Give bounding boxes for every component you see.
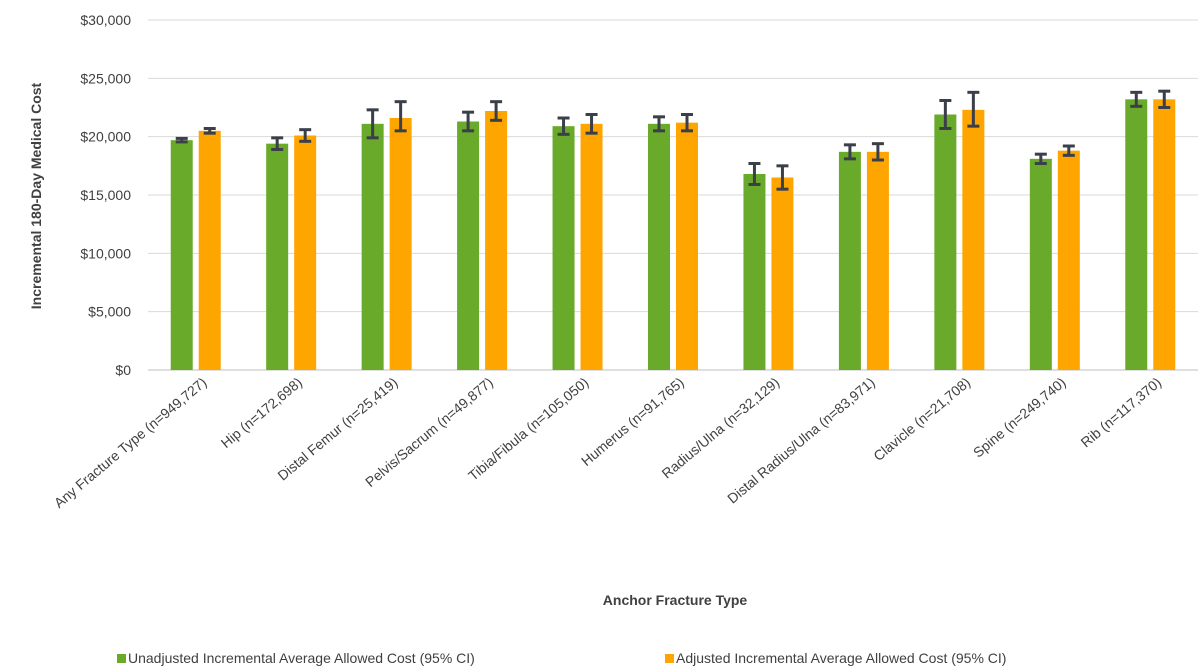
x-tick-label: Humerus (n=91,765) bbox=[578, 374, 687, 469]
error-bar bbox=[871, 142, 884, 162]
bar-adjusted bbox=[389, 118, 412, 370]
bar-adjusted bbox=[676, 122, 698, 371]
bar-adjusted bbox=[1057, 150, 1080, 370]
bar-unadjusted bbox=[552, 126, 575, 371]
y-tick-label: $10,000 bbox=[80, 245, 131, 261]
legend-swatch-unadjusted bbox=[117, 653, 126, 663]
bar-unadjusted bbox=[934, 114, 957, 370]
bar-adjusted bbox=[962, 109, 985, 370]
error-bar bbox=[462, 110, 475, 133]
bar-adjusted bbox=[866, 151, 889, 370]
bar-unadjusted bbox=[170, 140, 193, 370]
y-tick-label: $5,000 bbox=[88, 304, 131, 320]
bar-unadjusted bbox=[648, 123, 670, 370]
x-axis-tick-labels: Any Fracture Type (n=949,727) Hip (n=172,… bbox=[51, 374, 1164, 511]
bar-unadjusted bbox=[266, 143, 289, 370]
x-axis-title: Anchor Fracture Type bbox=[603, 592, 748, 608]
error-bar bbox=[776, 164, 789, 191]
bar-unadjusted bbox=[743, 174, 766, 370]
y-tick-label: $30,000 bbox=[80, 12, 131, 28]
bar-adjusted bbox=[485, 111, 508, 370]
error-bar bbox=[585, 113, 598, 135]
y-axis-title: Incremental 180-Day Medical Cost bbox=[28, 82, 44, 309]
error-bar bbox=[653, 115, 665, 133]
bar-adjusted bbox=[198, 130, 221, 370]
error-bar bbox=[1130, 90, 1143, 108]
x-tick-label: Hip (n=172,698) bbox=[218, 374, 305, 451]
error-bar bbox=[299, 128, 312, 143]
grid-lines bbox=[148, 19, 1198, 371]
error-bar bbox=[366, 108, 379, 140]
y-tick-label: $20,000 bbox=[80, 129, 131, 145]
x-tick-label: Spine (n=249,740) bbox=[970, 374, 1069, 461]
bar-unadjusted bbox=[457, 121, 480, 370]
bar-unadjusted bbox=[1029, 158, 1052, 370]
error-bar bbox=[175, 136, 188, 144]
y-tick-label: $15,000 bbox=[80, 187, 131, 203]
error-bar bbox=[1034, 152, 1047, 165]
error-bar bbox=[843, 143, 856, 161]
error-bar bbox=[748, 162, 761, 186]
bar-adjusted bbox=[294, 135, 317, 370]
legend-swatch-adjusted bbox=[665, 653, 674, 663]
x-tick-label: Any Fracture Type (n=949,727) bbox=[51, 374, 210, 511]
legend-item-adjusted: Adjusted Incremental Average Allowed Cos… bbox=[665, 650, 1006, 666]
bar-unadjusted bbox=[838, 151, 861, 370]
error-bar bbox=[490, 100, 503, 122]
x-tick-label: Rib (n=117,370) bbox=[1078, 374, 1165, 450]
legend-label-adjusted: Adjusted Incremental Average Allowed Cos… bbox=[676, 650, 1007, 666]
error-bars bbox=[175, 89, 1171, 191]
error-bar bbox=[681, 113, 693, 133]
bar-adjusted bbox=[771, 177, 794, 370]
error-bar bbox=[967, 90, 980, 128]
error-bar bbox=[271, 136, 284, 151]
bar-unadjusted bbox=[1125, 99, 1148, 370]
legend-item-unadjusted: Unadjusted Incremental Average Allowed C… bbox=[117, 650, 475, 666]
y-tick-label: $0 bbox=[115, 362, 131, 378]
y-axis-tick-labels: $0 $5,000 $10,000 $15,000 $20,000 $25,000 $30,… bbox=[80, 12, 131, 378]
bar-unadjusted bbox=[361, 123, 384, 370]
error-bar bbox=[939, 99, 952, 130]
legend: Unadjusted Incremental Average Allowed C… bbox=[0, 650, 1198, 668]
error-bar bbox=[557, 116, 570, 136]
error-bar bbox=[1158, 89, 1171, 109]
x-tick-label: Clavicle (n=21,708) bbox=[870, 374, 973, 464]
error-bar bbox=[203, 127, 216, 135]
error-bar bbox=[1062, 144, 1075, 157]
bar-adjusted bbox=[580, 123, 603, 370]
error-bar bbox=[394, 100, 407, 133]
bars bbox=[170, 99, 1176, 371]
y-tick-label: $25,000 bbox=[80, 70, 131, 86]
legend-label-unadjusted: Unadjusted Incremental Average Allowed C… bbox=[128, 650, 475, 666]
bar-adjusted bbox=[1153, 99, 1176, 370]
